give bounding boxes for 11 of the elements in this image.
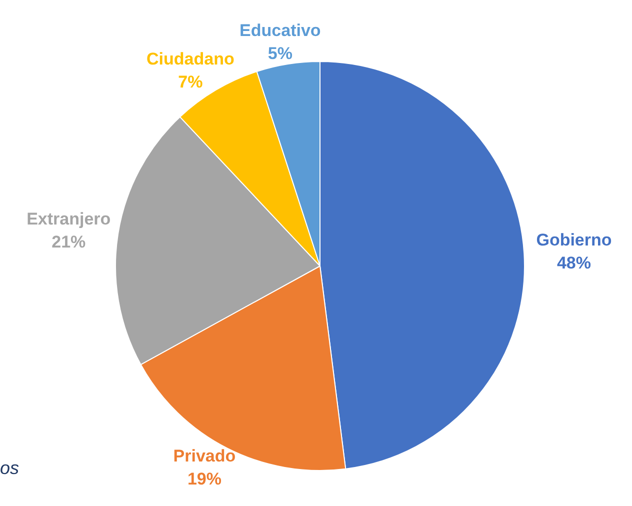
data-label: 21% [52, 232, 86, 252]
text: os [0, 458, 20, 479]
data-label: 5% [268, 44, 292, 63]
slice-label: Extranjero [26, 209, 111, 228]
data-label: 19% [187, 470, 222, 488]
slice-label: Privado [173, 446, 236, 466]
data-label: 7% [178, 72, 203, 92]
slice-label: Educativo [240, 20, 321, 40]
slice-label: Gobierno [536, 230, 612, 250]
slice-label: Ciudadano [146, 50, 234, 69]
data-label: 48% [556, 253, 592, 272]
